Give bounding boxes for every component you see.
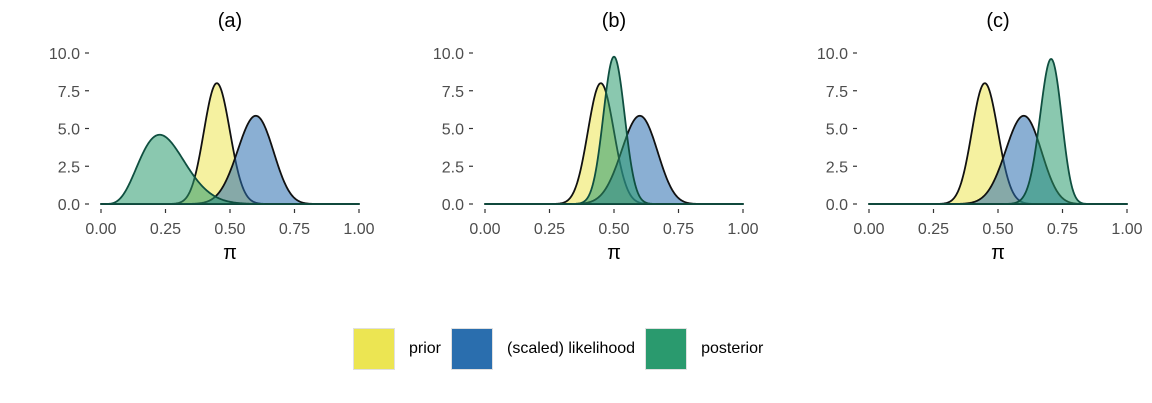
x-axis-label: π	[991, 242, 1005, 264]
legend-key-likelihood	[451, 328, 494, 370]
panel-title: (b)	[602, 10, 626, 32]
y-tick-label: 2.5	[442, 159, 464, 176]
x-tick-label: 0.00	[853, 221, 884, 238]
x-tick-label: 0.00	[469, 221, 500, 238]
density-posterior	[100, 133, 360, 205]
x-tick-label: 0.75	[663, 221, 694, 238]
x-tick-label: 0.25	[918, 221, 949, 238]
x-tick-label: 0.00	[85, 221, 116, 238]
y-tick-label: 10.0	[433, 46, 464, 63]
y-tick-label: 5.0	[442, 122, 464, 139]
panel-3: (c) 0.0 2.5 5.0 7.5 10.0 0.00 0.25 0.50 0.75 1.00 π	[817, 10, 1143, 264]
panel-title: (c)	[986, 10, 1009, 32]
panel-2: (b) 0.0 2.5 5.0 7.5 10.0 0.00 0.25 0.50 0.75 1.00 π	[433, 10, 759, 264]
x-tick-label: 0.50	[214, 221, 245, 238]
legend-item-posterior: posterior	[645, 328, 763, 370]
y-tick-label: 7.5	[442, 84, 464, 101]
legend-key-prior	[353, 328, 395, 370]
x-tick-label: 0.50	[982, 221, 1013, 238]
x-tick-label: 0.75	[279, 221, 310, 238]
legend-label-prior: prior	[409, 340, 442, 357]
y-tick-label: 2.5	[826, 159, 848, 176]
legend: prior (scaled) likelihood posterior	[353, 327, 773, 371]
density-posterior	[484, 55, 744, 205]
x-tick-label: 1.00	[727, 221, 758, 238]
x-tick-label: 1.00	[343, 221, 374, 238]
y-tick-label: 10.0	[49, 46, 80, 63]
x-axis-label: π	[607, 242, 621, 264]
y-tick-label: 10.0	[817, 46, 848, 63]
x-tick-label: 0.25	[150, 221, 181, 238]
y-tick-label: 5.0	[826, 122, 848, 139]
x-tick-label: 0.25	[534, 221, 565, 238]
x-tick-label: 0.75	[1047, 221, 1078, 238]
panel-title: (a)	[218, 10, 242, 32]
y-tick-label: 0.0	[442, 197, 464, 214]
density-posterior	[868, 58, 1128, 205]
panel-1: (a) 0.0 2.5 5.0 7.5 10.0 0.00 0.25 0.50 0.75 1.00 π	[49, 10, 375, 264]
legend-item-prior: prior	[353, 328, 441, 370]
x-tick-label: 1.00	[1111, 221, 1142, 238]
legend-label-likelihood: (scaled) likelihood	[507, 340, 636, 357]
legend-label-posterior: posterior	[701, 340, 764, 357]
y-tick-label: 5.0	[58, 122, 80, 139]
x-tick-label: 0.50	[598, 221, 629, 238]
legend-item-likelihood: (scaled) likelihood	[451, 328, 635, 370]
y-tick-label: 2.5	[58, 159, 80, 176]
legend-key-posterior	[645, 328, 688, 370]
x-axis-label: π	[223, 242, 237, 264]
y-tick-label: 0.0	[826, 197, 848, 214]
y-tick-label: 7.5	[58, 84, 80, 101]
y-tick-label: 0.0	[58, 197, 80, 214]
y-tick-label: 7.5	[826, 84, 848, 101]
